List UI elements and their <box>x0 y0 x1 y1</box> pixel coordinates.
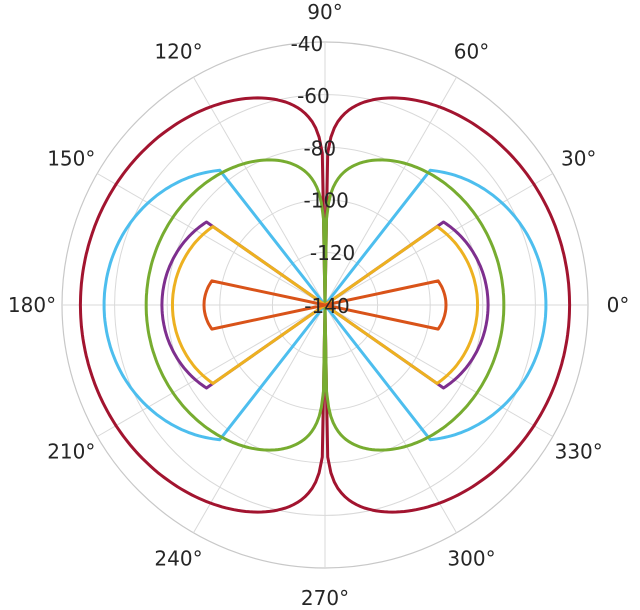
center-tick-label: -140 <box>304 294 349 318</box>
radial-tick-label: -60 <box>297 84 330 108</box>
angle-spoke <box>324 304 457 534</box>
radial-tick-label: -100 <box>304 189 349 213</box>
angle-tick-label: 90° <box>307 0 342 24</box>
radial-tick-label: -120 <box>310 241 355 265</box>
angle-spoke <box>193 304 326 534</box>
angle-spoke <box>324 304 554 437</box>
angle-tick-label: 210° <box>47 440 95 464</box>
series-line-1 <box>78 96 572 514</box>
angle-tick-label: 120° <box>154 39 202 63</box>
angle-tick-label: 60° <box>454 39 489 63</box>
angle-spoke <box>96 304 326 437</box>
angle-spoke <box>324 76 457 306</box>
angle-spoke <box>324 173 554 306</box>
tick-labels: 0° 30° 60° 90° 120° 150° 180° 210° 240° 270° 300° 3… <box>8 0 629 610</box>
angle-tick-label: 150° <box>47 147 95 171</box>
angle-spoke <box>193 76 326 306</box>
angle-tick-label: 0° <box>607 293 630 317</box>
angle-tick-label: 240° <box>154 547 202 571</box>
angle-spoke <box>96 173 326 306</box>
radial-tick-label: -80 <box>303 136 336 160</box>
angle-tick-label: 270° <box>301 586 349 610</box>
series-layer <box>78 96 572 514</box>
polar-grid <box>61 41 589 569</box>
angle-tick-label: 180° <box>8 293 56 317</box>
angle-tick-label: 300° <box>447 547 495 571</box>
series-line-6 <box>202 279 448 331</box>
angle-tick-label: 30° <box>561 147 596 171</box>
radial-tick-label: -40 <box>291 32 324 56</box>
series-line-3 <box>144 158 506 452</box>
angle-tick-label: 330° <box>555 440 603 464</box>
